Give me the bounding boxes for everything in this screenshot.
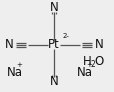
Text: N: N bbox=[49, 75, 58, 88]
Text: Pt: Pt bbox=[48, 38, 59, 51]
Text: +: + bbox=[16, 62, 22, 68]
Text: N: N bbox=[94, 38, 102, 51]
Text: +: + bbox=[86, 62, 91, 68]
Text: O: O bbox=[94, 55, 103, 68]
Text: N: N bbox=[5, 38, 13, 51]
Text: Na: Na bbox=[7, 66, 23, 79]
Text: 2: 2 bbox=[89, 60, 94, 69]
Text: N: N bbox=[49, 1, 58, 14]
Text: Na: Na bbox=[76, 66, 92, 79]
Text: H: H bbox=[82, 55, 91, 68]
Text: 2-: 2- bbox=[62, 33, 68, 39]
